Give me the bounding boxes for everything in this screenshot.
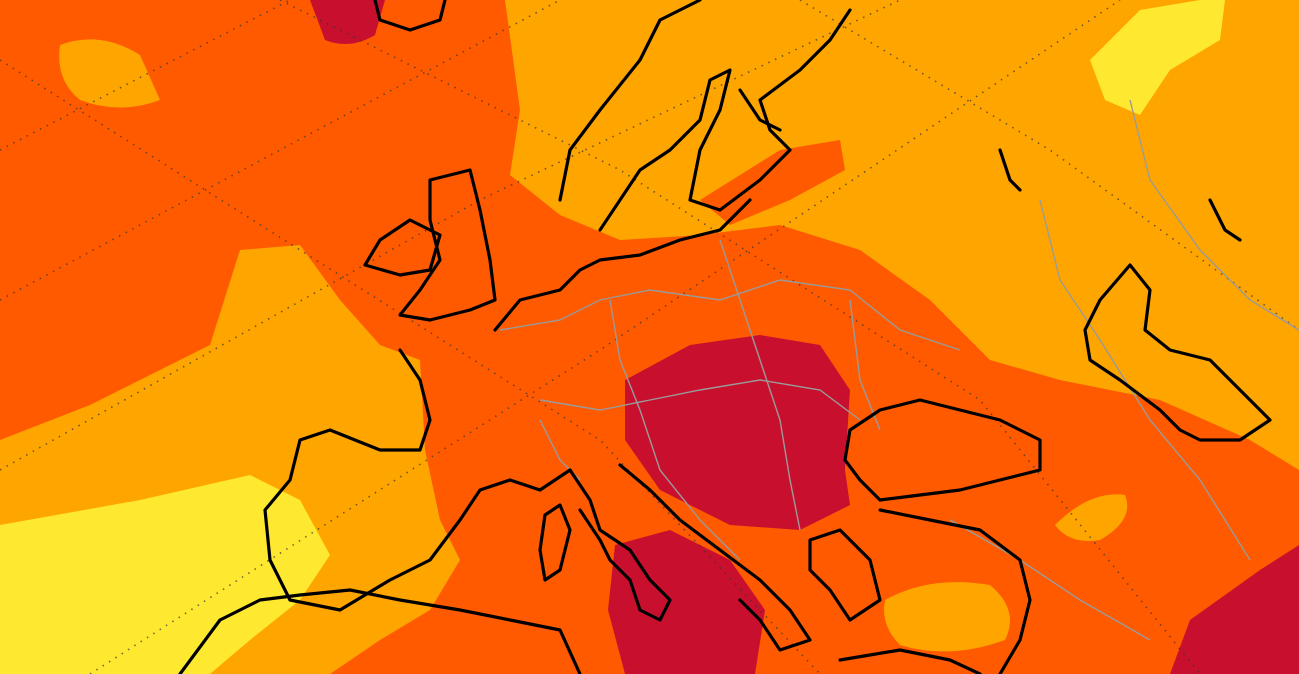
orange-region-atlantic [59, 39, 160, 108]
dark-red-region-italy [608, 530, 765, 674]
country-borders [499, 99, 1299, 641]
dark-red-region-north-atlantic [310, 0, 385, 44]
orange-region-caspian [1055, 494, 1128, 541]
yellow-region-northeast [1090, 0, 1225, 115]
red-orange-region-scandinavia [700, 140, 845, 225]
dark-red-region-southeast [1170, 545, 1299, 674]
coastlines [178, 0, 1272, 674]
orange-region-north [505, 0, 1299, 470]
dark-red-region-balkans [625, 335, 850, 530]
yellow-region-southwest [0, 475, 330, 674]
orange-region-turkey [884, 582, 1010, 652]
